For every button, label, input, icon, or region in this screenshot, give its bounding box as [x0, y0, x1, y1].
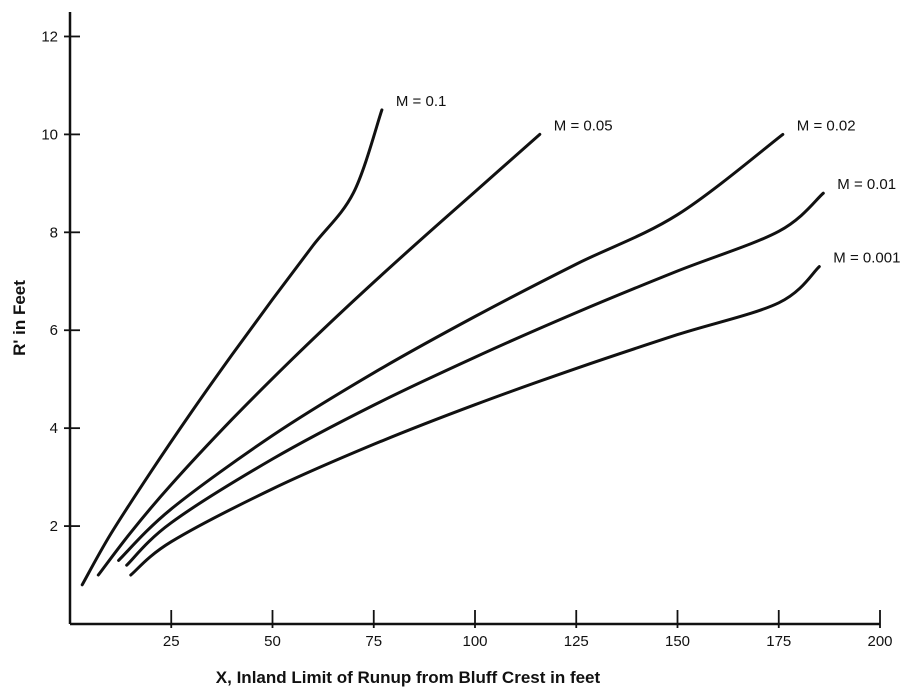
- x-tick-label: 50: [264, 633, 281, 650]
- y-tick-label: 2: [50, 518, 58, 535]
- series-line: [80, 108, 384, 587]
- series-lines: [80, 108, 825, 587]
- x-tick-label: 150: [665, 633, 690, 650]
- series-label: M = 0.1: [396, 93, 446, 110]
- y-tick-label: 12: [41, 28, 58, 45]
- series-line: [129, 265, 821, 577]
- series-label: M = 0.05: [554, 117, 613, 134]
- series-label: M = 0.02: [797, 117, 856, 134]
- series-labels: M = 0.1 M = 0.05 M = 0.02 M = 0.01 M = 0.001: [396, 93, 901, 267]
- y-tick-label: 6: [50, 322, 58, 339]
- ticks: 2 4 6 8 10 12 25 50 75 100 125 150 175 200: [41, 28, 892, 650]
- x-tick-label: 200: [867, 633, 892, 650]
- series-line: [117, 132, 785, 562]
- y-tick-label: 4: [50, 420, 58, 437]
- x-tick-label: 25: [163, 633, 180, 650]
- x-tick-label: 125: [564, 633, 589, 650]
- x-axis-title: X, Inland Limit of Runup from Bluff Cres…: [216, 668, 601, 687]
- y-tick-label: 10: [41, 126, 58, 143]
- series-line: [125, 191, 825, 567]
- y-axis-title: R' in Feet: [10, 280, 29, 356]
- series-label: M = 0.01: [837, 176, 896, 193]
- x-tick-label: 100: [462, 633, 487, 650]
- series-label: M = 0.001: [833, 250, 900, 267]
- series-line: [96, 132, 542, 577]
- x-tick-label: 75: [365, 633, 382, 650]
- x-tick-label: 175: [766, 633, 791, 650]
- y-tick-label: 8: [50, 224, 58, 241]
